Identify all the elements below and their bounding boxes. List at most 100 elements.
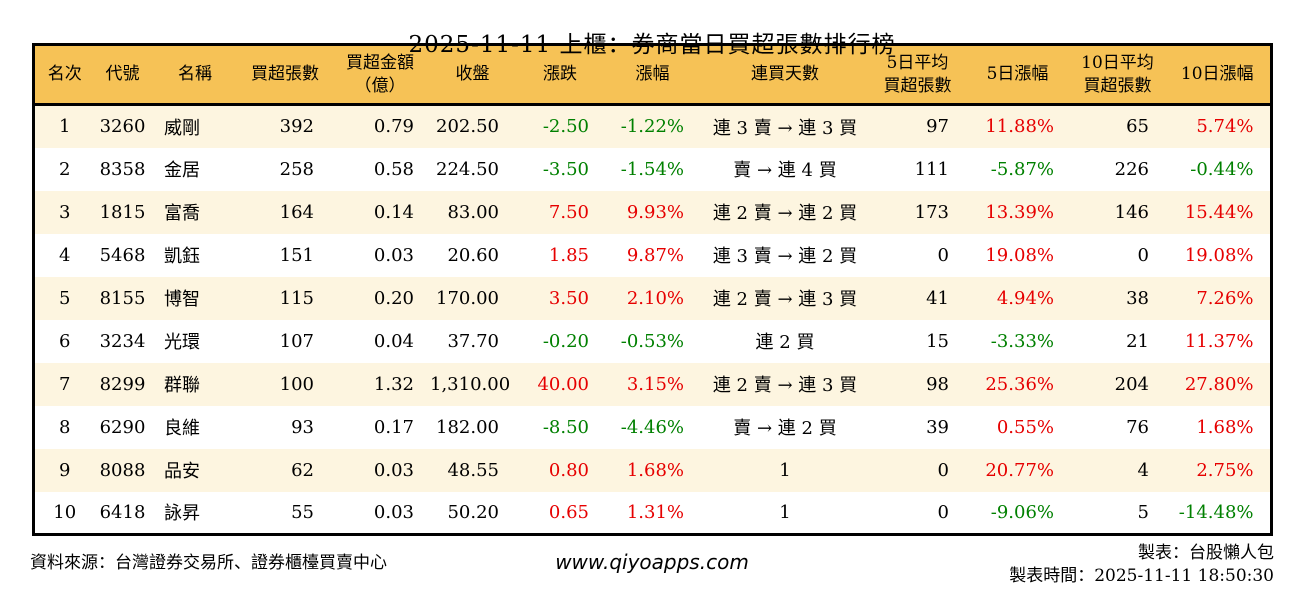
data-source-label: 資料來源：台灣證券交易所、證券櫃檯買賣中心 bbox=[30, 553, 387, 573]
cell-buy-streak: 1 bbox=[779, 459, 791, 481]
cell-10d-avg-net-buy: 204 bbox=[1114, 373, 1149, 395]
column-header: 10日平均 買超張數 bbox=[1070, 44, 1165, 106]
cell-rank: 2 bbox=[59, 158, 71, 180]
cell-close-price: 182.00 bbox=[436, 416, 499, 438]
cell-5d-change-percent: 4.94% bbox=[996, 287, 1054, 309]
cell-price-change: -8.50 bbox=[542, 416, 589, 438]
cell-net-buy-amount: 0.14 bbox=[373, 201, 414, 223]
column-header: 名次 bbox=[33, 44, 95, 106]
cell-net-buy-volume: 55 bbox=[291, 501, 314, 523]
cell-10d-change-percent: 2.75% bbox=[1196, 459, 1254, 481]
cell-5d-change-percent: -9.06% bbox=[990, 501, 1054, 523]
cell-10d-change-percent: 27.80% bbox=[1184, 373, 1254, 395]
cell-close-price: 50.20 bbox=[447, 501, 499, 523]
cell-10d-avg-net-buy: 4 bbox=[1137, 459, 1149, 481]
cell-price-change: 7.50 bbox=[548, 201, 589, 223]
cell-stock-code: 3234 bbox=[99, 330, 146, 352]
cell-price-change: -2.50 bbox=[542, 116, 589, 138]
cell-close-price: 83.00 bbox=[447, 201, 499, 223]
cell-rank: 3 bbox=[59, 201, 71, 223]
cell-net-buy-amount: 0.03 bbox=[373, 501, 414, 523]
website-url: www.qiyoapps.com bbox=[555, 550, 749, 574]
cell-change-percent: 3.15% bbox=[626, 373, 684, 395]
cell-price-change: -3.50 bbox=[542, 158, 589, 180]
report-meta: 製表：台股懶人包 製表時間：2025-11-11 18:50:30 bbox=[749, 542, 1274, 588]
table-row: 3 1815 富喬 164 0.14 83.00 7.50 9.93% 連 2 賣 → 連 2 … bbox=[33, 190, 1271, 234]
cell-stock-code: 8155 bbox=[99, 287, 146, 309]
cell-stock-code: 6418 bbox=[99, 501, 146, 523]
cell-10d-avg-net-buy: 76 bbox=[1126, 416, 1149, 438]
cell-price-change: 40.00 bbox=[537, 373, 589, 395]
column-header: 買超金額 （億） bbox=[330, 44, 430, 106]
cell-10d-avg-net-buy: 226 bbox=[1114, 158, 1149, 180]
cell-buy-streak: 連 3 賣 → 連 3 買 bbox=[712, 117, 858, 139]
cell-net-buy-amount: 0.17 bbox=[373, 416, 414, 438]
table-row: 4 5468 凱鈺 151 0.03 20.60 1.85 9.87% 連 3 賣 → 連 2 … bbox=[33, 233, 1271, 277]
column-header: 漲幅 bbox=[605, 44, 700, 106]
cell-buy-streak: 連 2 賣 → 連 3 買 bbox=[712, 375, 858, 396]
cell-rank: 10 bbox=[53, 501, 77, 523]
table-row: 8 6290 良維 93 0.17 182.00 -8.50 -4.46% 賣 → 連 2 買 3… bbox=[33, 405, 1271, 449]
cell-net-buy-volume: 100 bbox=[279, 373, 314, 395]
column-header: 連買天數 bbox=[700, 44, 870, 106]
column-header: 買超張數 bbox=[240, 44, 330, 106]
cell-stock-code: 8299 bbox=[99, 373, 146, 395]
cell-net-buy-volume: 258 bbox=[279, 158, 314, 180]
cell-rank: 5 bbox=[59, 287, 71, 309]
cell-stock-name: 群聯 bbox=[164, 375, 200, 396]
cell-rank: 4 bbox=[59, 244, 71, 266]
cell-price-change: 3.50 bbox=[548, 287, 589, 309]
cell-net-buy-volume: 392 bbox=[279, 116, 314, 138]
cell-5d-change-percent: 19.08% bbox=[985, 244, 1054, 266]
cell-net-buy-amount: 1.32 bbox=[373, 373, 414, 395]
cell-5d-change-percent: 0.55% bbox=[996, 416, 1054, 438]
cell-net-buy-volume: 151 bbox=[279, 244, 314, 266]
cell-change-percent: 9.87% bbox=[626, 244, 684, 266]
cell-net-buy-amount: 0.20 bbox=[373, 287, 414, 309]
cell-stock-name: 良維 bbox=[164, 418, 200, 439]
cell-10d-change-percent: 1.68% bbox=[1196, 416, 1254, 438]
cell-10d-change-percent: -0.44% bbox=[1190, 158, 1254, 180]
cell-10d-avg-net-buy: 0 bbox=[1137, 244, 1149, 266]
cell-stock-name: 博智 bbox=[164, 289, 200, 310]
cell-stock-code: 3260 bbox=[99, 116, 146, 138]
cell-buy-streak: 連 2 買 bbox=[755, 332, 815, 353]
cell-5d-change-percent: 25.36% bbox=[985, 373, 1054, 395]
cell-net-buy-amount: 0.04 bbox=[373, 330, 414, 352]
column-header: 漲跌 bbox=[515, 44, 605, 106]
made-time-label: 製表時間：2025-11-11 18:50:30 bbox=[1009, 565, 1274, 586]
cell-stock-code: 8088 bbox=[99, 459, 146, 481]
cell-5d-change-percent: 20.77% bbox=[985, 459, 1054, 481]
cell-change-percent: -1.54% bbox=[620, 158, 684, 180]
cell-rank: 9 bbox=[59, 459, 71, 481]
column-header: 5日漲幅 bbox=[965, 44, 1070, 106]
cell-buy-streak: 連 2 賣 → 連 3 買 bbox=[712, 289, 858, 310]
cell-stock-code: 6290 bbox=[99, 416, 146, 438]
cell-close-price: 1,310.00 bbox=[430, 373, 511, 395]
cell-change-percent: 2.10% bbox=[626, 287, 684, 309]
cell-rank: 1 bbox=[59, 116, 71, 138]
cell-5d-avg-net-buy: 0 bbox=[937, 501, 949, 523]
cell-price-change: -0.20 bbox=[542, 330, 589, 352]
table-row: 10 6418 詠昇 55 0.03 50.20 0.65 1.31% 1 0 -9.06% 5 -14… bbox=[33, 491, 1271, 535]
cell-10d-change-percent: 19.08% bbox=[1184, 244, 1254, 266]
cell-change-percent: -0.53% bbox=[620, 330, 684, 352]
cell-10d-avg-net-buy: 21 bbox=[1126, 330, 1149, 352]
cell-price-change: 0.80 bbox=[548, 459, 589, 481]
cell-close-price: 170.00 bbox=[436, 287, 499, 309]
cell-stock-name: 凱鈺 bbox=[164, 246, 200, 267]
table-row: 9 8088 品安 62 0.03 48.55 0.80 1.68% 1 0 20.77% 4 2.75… bbox=[33, 448, 1271, 492]
cell-10d-change-percent: 15.44% bbox=[1184, 201, 1254, 223]
cell-net-buy-volume: 115 bbox=[279, 287, 314, 309]
cell-buy-streak: 連 3 賣 → 連 2 買 bbox=[712, 246, 858, 267]
cell-close-price: 224.50 bbox=[436, 158, 499, 180]
cell-price-change: 1.85 bbox=[548, 244, 589, 266]
cell-change-percent: -4.46% bbox=[620, 416, 684, 438]
broker-net-buy-ranking-table: 名次 代號 名稱 買超張數 買超金額 （億） 收盤 漲跌 漲幅 連買天數 5日平均 買超張數 5日漲… bbox=[31, 43, 1273, 536]
cell-5d-change-percent: -5.87% bbox=[990, 158, 1054, 180]
cell-price-change: 0.65 bbox=[548, 501, 589, 523]
table-row: 7 8299 群聯 100 1.32 1,310.00 40.00 3.15% 連 2 賣 → … bbox=[33, 362, 1271, 406]
table-row: 5 8155 博智 115 0.20 170.00 3.50 2.10% 連 2 賣 → 連 3… bbox=[33, 276, 1271, 320]
cell-stock-name: 富喬 bbox=[164, 203, 200, 224]
cell-close-price: 20.60 bbox=[447, 244, 499, 266]
